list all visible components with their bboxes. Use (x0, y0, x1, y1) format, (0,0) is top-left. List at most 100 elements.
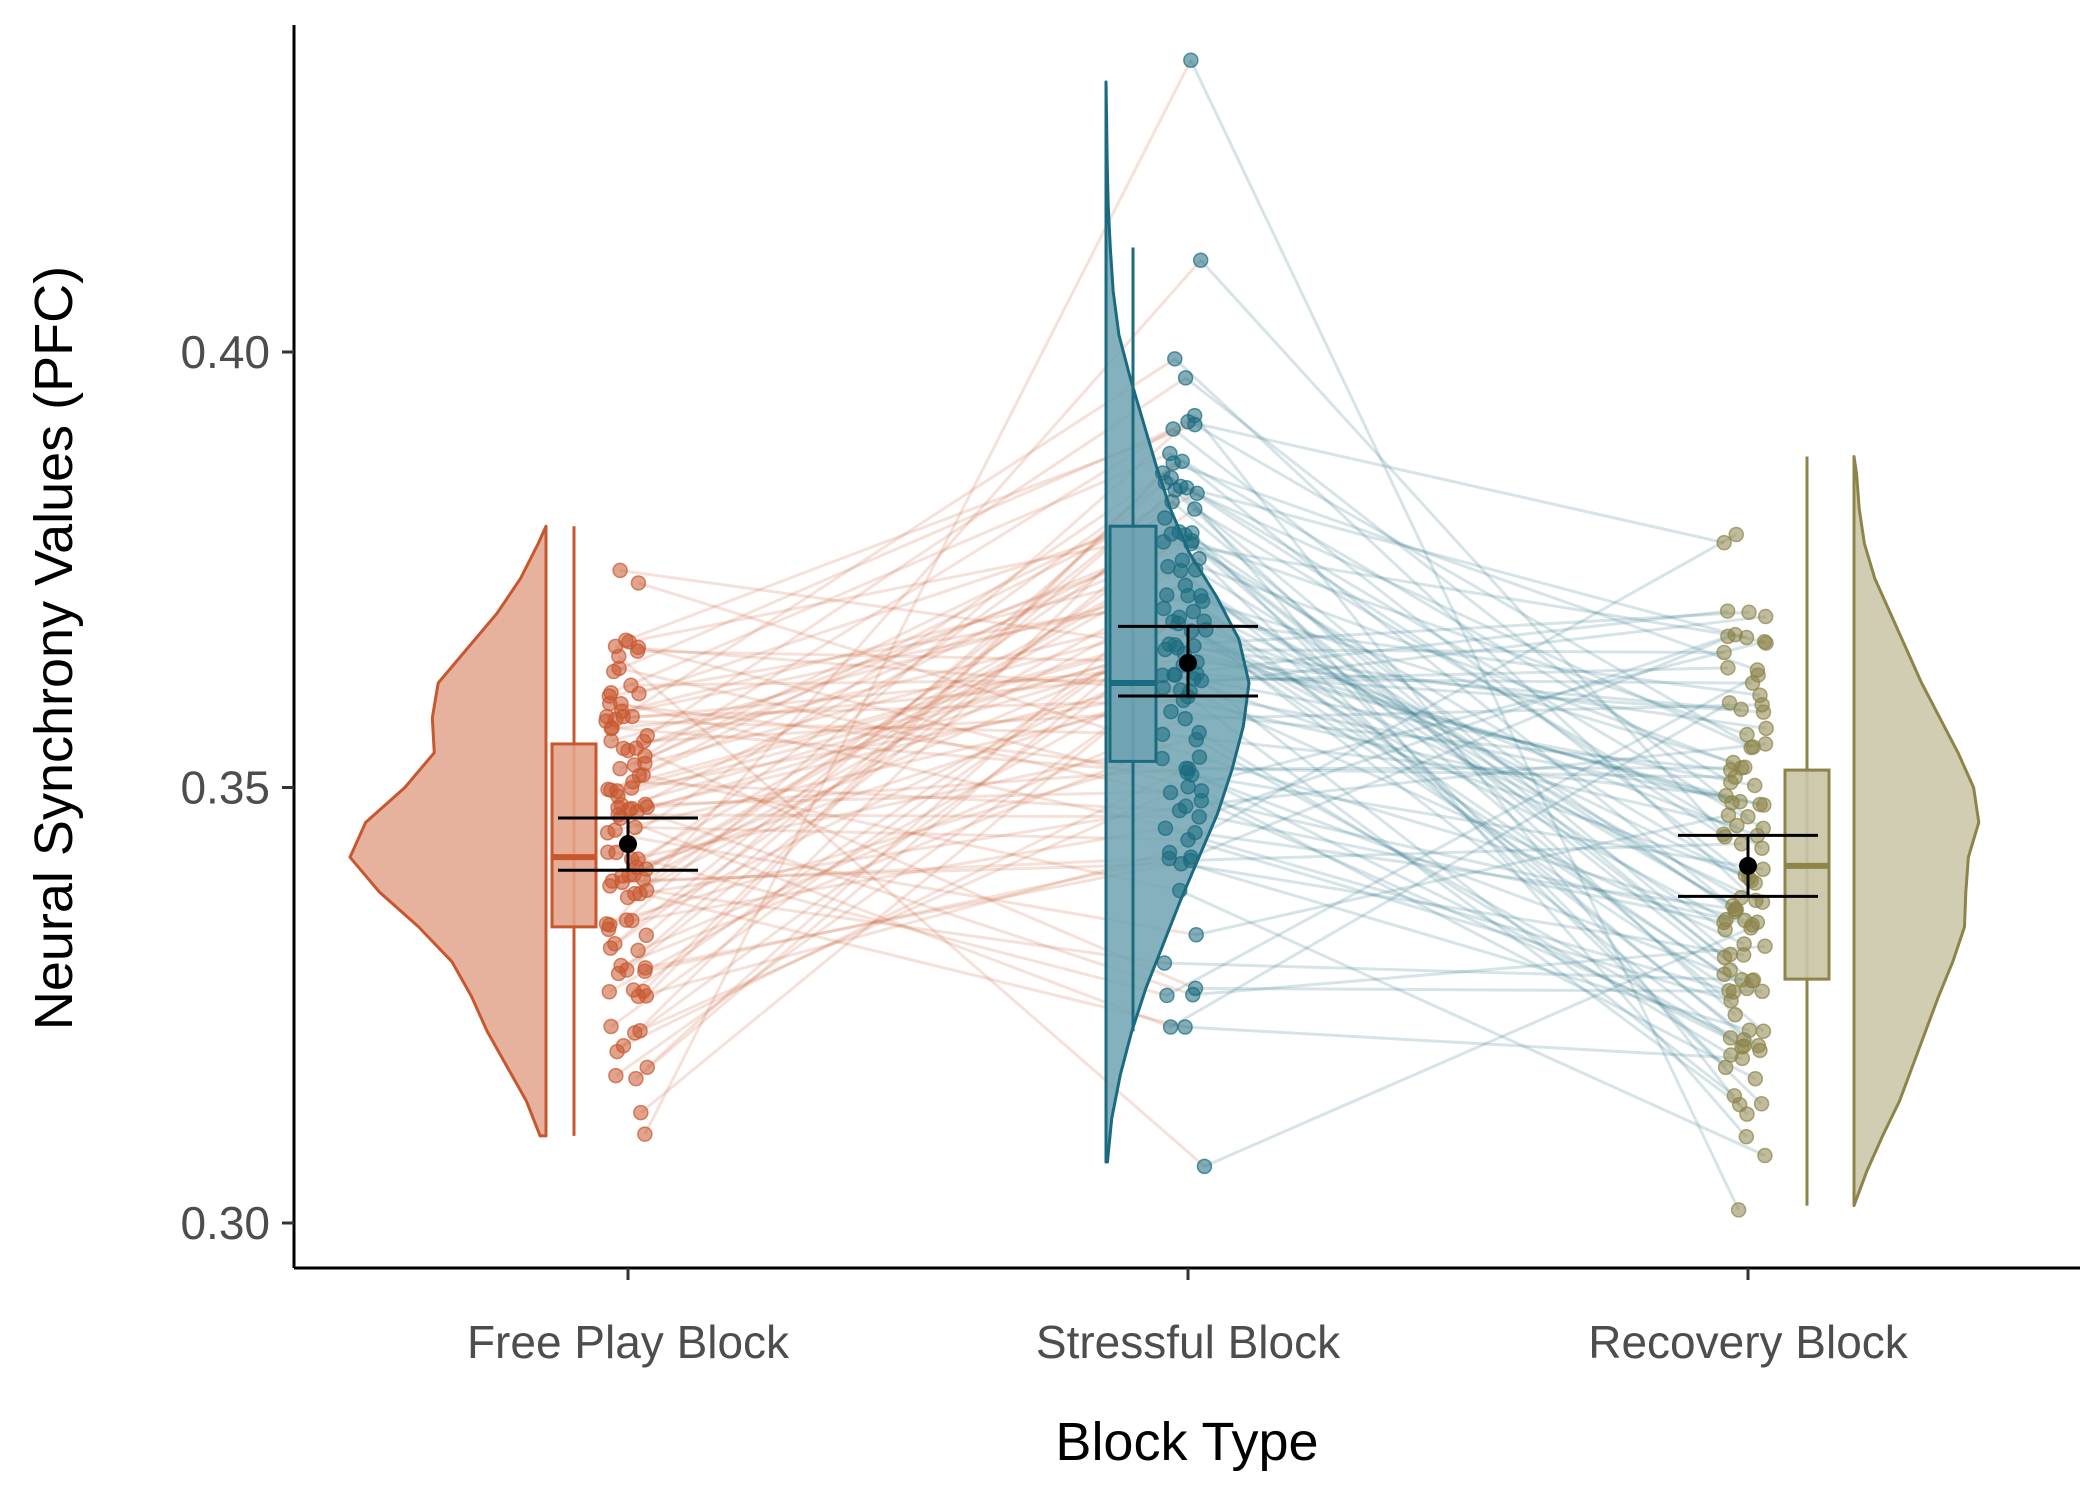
subject-line (1163, 540, 1747, 639)
x-tick-label: Stressful Block (1036, 1316, 1341, 1368)
subject-line (1202, 599, 1734, 764)
subject-line (1166, 593, 1752, 882)
subject-line (626, 607, 1165, 899)
x-axis-title: Block Type (1055, 1412, 1318, 1472)
subject-line (1168, 642, 1767, 730)
subject-line (1194, 568, 1759, 924)
data-point (1188, 927, 1204, 943)
subject-line (642, 593, 1168, 881)
subject-line (1185, 742, 1766, 808)
data-point (1729, 817, 1745, 834)
subject-line (608, 673, 1175, 994)
box-iqr (1108, 524, 1158, 763)
subject-line (642, 773, 1181, 893)
data-point (1171, 802, 1188, 819)
data-point (610, 965, 627, 982)
data-point (609, 1043, 625, 1060)
y-tick-label: 0.35 (180, 762, 270, 814)
density-cloud (348, 524, 548, 1138)
subject-line (625, 532, 1173, 972)
subject-line (1191, 539, 1748, 737)
subject-line (1193, 644, 1733, 805)
subject-line (639, 804, 1186, 896)
data-point (1740, 809, 1756, 825)
subject-line (1187, 640, 1765, 789)
data-point (1191, 749, 1208, 765)
data-point (1733, 835, 1750, 852)
data-point (1723, 992, 1739, 1009)
data-point (638, 927, 655, 943)
data-point (1757, 938, 1773, 954)
subject-line (1164, 961, 1754, 982)
subject-line (631, 688, 1181, 790)
subject-line (1177, 622, 1735, 994)
data-point (1720, 807, 1737, 823)
subject-line (631, 652, 1185, 922)
subject-line (646, 376, 1187, 737)
subject-line (1170, 710, 1731, 772)
y-axis-title: Neural Synchrony Values (PFC) (24, 266, 84, 1030)
subject-line (1196, 492, 1764, 830)
subject-line (615, 663, 1184, 721)
subject-line (1162, 607, 1748, 990)
subject-line (1184, 376, 1749, 818)
data-point (609, 783, 625, 799)
subject-line (607, 831, 1197, 937)
data-point (1730, 1202, 1747, 1218)
subject-line (1174, 673, 1756, 787)
data-point (611, 660, 627, 677)
subject-line (1199, 259, 1725, 836)
subject-line (1187, 838, 1732, 1003)
subject-line (614, 695, 1189, 832)
subject-line (622, 767, 1187, 1048)
subject-line (1166, 673, 1759, 997)
subject-line (620, 731, 1200, 967)
subject-line (637, 645, 1189, 789)
data-point (627, 885, 643, 902)
subject-line (620, 803, 1194, 997)
data-point (1746, 777, 1763, 794)
data-point (1154, 465, 1171, 481)
data-point (1716, 966, 1732, 983)
subject-line (617, 648, 1166, 798)
subject-line (618, 666, 1202, 803)
data-point (1758, 635, 1774, 651)
subject-line (620, 702, 1196, 835)
data-point (1187, 501, 1203, 517)
subject-line (618, 813, 1200, 819)
data-point (604, 873, 621, 889)
data-point (623, 677, 639, 694)
subject-line (1179, 569, 1761, 1052)
subject-line (1183, 652, 1761, 806)
subject-line (632, 616, 1181, 992)
data-point (1719, 603, 1736, 619)
mean-point (619, 835, 637, 854)
data-point (603, 733, 619, 749)
data-point (1727, 1006, 1743, 1023)
subject-line (607, 629, 1192, 791)
data-point (1162, 784, 1179, 801)
data-point (612, 760, 628, 777)
data-point (635, 733, 652, 750)
subject-line (633, 558, 1184, 876)
subject-line (622, 357, 1176, 718)
subject-line (1176, 646, 1741, 804)
subject-line (609, 594, 1202, 698)
subject-line (1205, 628, 1758, 838)
data-point (1752, 687, 1768, 703)
subject-line (646, 568, 1197, 1069)
subject-line (615, 644, 1191, 694)
data-point (608, 1067, 624, 1084)
subject-line (1200, 789, 1757, 1081)
data-point (1160, 558, 1176, 575)
subject-line (609, 702, 1188, 774)
subject-line (1186, 695, 1741, 1106)
subject-line (1172, 427, 1750, 880)
subject-line (1186, 766, 1736, 779)
subject-line (1190, 542, 1765, 1033)
subject-line (619, 531, 1193, 771)
data-point (1756, 797, 1772, 813)
subject-line (612, 862, 1182, 883)
subject-line (1174, 610, 1750, 647)
